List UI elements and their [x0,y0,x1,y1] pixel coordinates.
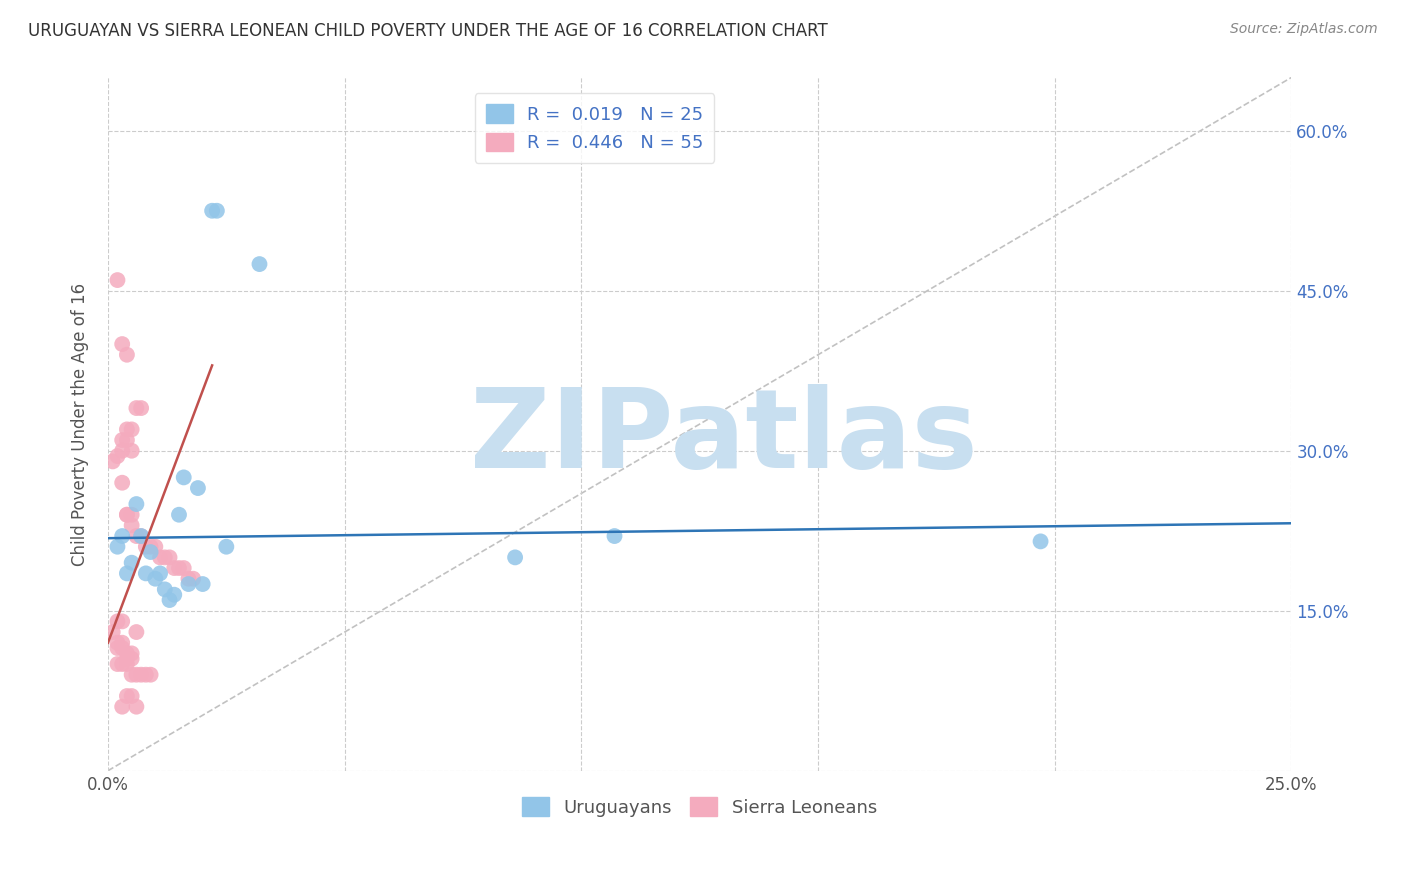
Point [115,348,138,362]
Point [115,646,138,660]
Point [115,508,138,522]
Point [115,433,138,447]
Y-axis label: Child Poverty Under the Age of 16: Child Poverty Under the Age of 16 [72,283,89,566]
Point [135,566,157,581]
Point [181,572,204,586]
Text: URUGUAYAN VS SIERRA LEONEAN CHILD POVERTY UNDER THE AGE OF 16 CORRELATION CHART: URUGUAYAN VS SIERRA LEONEAN CHILD POVERT… [28,22,828,40]
Point [107,273,129,287]
Point [111,615,134,629]
Point [111,657,134,671]
Text: ZIPatlas: ZIPatlas [470,384,977,491]
Point [139,667,162,681]
Point [173,561,195,575]
Point [159,550,181,565]
Point [143,572,166,586]
Point [107,641,129,656]
Point [111,337,134,351]
Legend: Uruguayans, Sierra Leoneans: Uruguayans, Sierra Leoneans [515,790,884,824]
Point [249,257,271,271]
Point [121,689,143,703]
Point [115,508,138,522]
Point [143,540,166,554]
Point [139,545,162,559]
Point [115,657,138,671]
Point [177,577,200,591]
Point [187,481,209,495]
Point [121,667,143,681]
Point [107,657,129,671]
Point [177,572,200,586]
Point [121,556,143,570]
Point [121,646,143,660]
Point [163,561,186,575]
Point [121,422,143,436]
Point [125,497,148,511]
Point [111,443,134,458]
Point [125,667,148,681]
Point [125,625,148,640]
Point [107,615,129,629]
Point [125,529,148,543]
Point [121,508,143,522]
Point [111,699,134,714]
Point [163,588,186,602]
Point [201,203,224,218]
Point [111,636,134,650]
Text: Source: ZipAtlas.com: Source: ZipAtlas.com [1230,22,1378,37]
Point [205,203,228,218]
Point [129,667,152,681]
Point [173,470,195,484]
Point [139,540,162,554]
Point [101,625,124,640]
Point [135,540,157,554]
Point [1029,534,1052,549]
Point [121,518,143,533]
Point [111,475,134,490]
Point [115,651,138,665]
Point [149,550,172,565]
Point [121,443,143,458]
Point [603,529,626,543]
Point [125,401,148,415]
Point [111,641,134,656]
Point [111,529,134,543]
Point [107,449,129,463]
Point [125,699,148,714]
Point [101,454,124,468]
Point [129,529,152,543]
Point [503,550,526,565]
Point [121,651,143,665]
Point [167,561,190,575]
Point [115,566,138,581]
Point [115,689,138,703]
Point [191,577,214,591]
Point [153,550,176,565]
Point [215,540,238,554]
Point [129,529,152,543]
Point [111,433,134,447]
Point [135,667,157,681]
Point [149,566,172,581]
Point [159,593,181,607]
Point [153,582,176,597]
Point [129,401,152,415]
Point [107,636,129,650]
Point [167,508,190,522]
Point [107,540,129,554]
Point [115,422,138,436]
